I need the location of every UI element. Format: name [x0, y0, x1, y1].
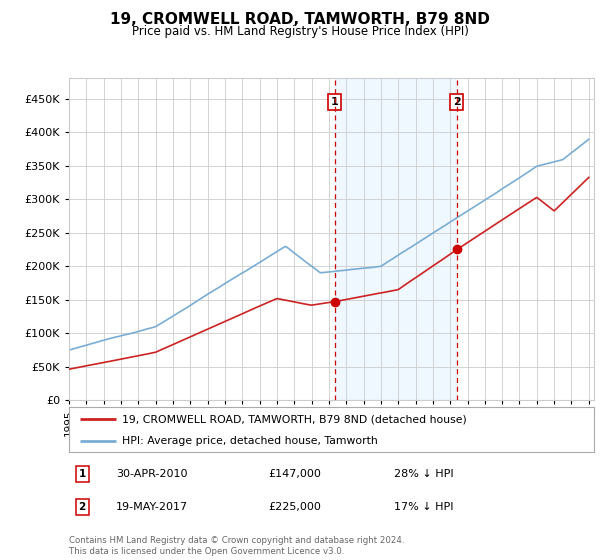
Text: Price paid vs. HM Land Registry's House Price Index (HPI): Price paid vs. HM Land Registry's House … — [131, 25, 469, 38]
Text: 19, CROMWELL ROAD, TAMWORTH, B79 8ND: 19, CROMWELL ROAD, TAMWORTH, B79 8ND — [110, 12, 490, 27]
Text: 19, CROMWELL ROAD, TAMWORTH, B79 8ND (detached house): 19, CROMWELL ROAD, TAMWORTH, B79 8ND (de… — [121, 414, 466, 424]
Text: £225,000: £225,000 — [269, 502, 322, 512]
Text: 2: 2 — [79, 502, 86, 512]
Text: £147,000: £147,000 — [269, 469, 322, 479]
Text: HPI: Average price, detached house, Tamworth: HPI: Average price, detached house, Tamw… — [121, 436, 377, 446]
Text: 28% ↓ HPI: 28% ↓ HPI — [395, 469, 454, 479]
Text: 30-APR-2010: 30-APR-2010 — [116, 469, 188, 479]
Text: 17% ↓ HPI: 17% ↓ HPI — [395, 502, 454, 512]
Text: 1: 1 — [331, 97, 338, 107]
Text: 2: 2 — [453, 97, 461, 107]
Text: Contains HM Land Registry data © Crown copyright and database right 2024.
This d: Contains HM Land Registry data © Crown c… — [69, 536, 404, 556]
Text: 1: 1 — [79, 469, 86, 479]
Text: 19-MAY-2017: 19-MAY-2017 — [116, 502, 188, 512]
